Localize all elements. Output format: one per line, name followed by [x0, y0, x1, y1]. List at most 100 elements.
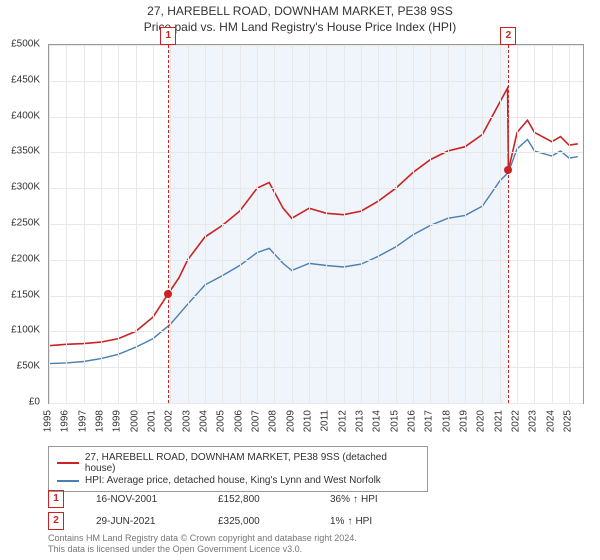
y-tick-label: £250K	[11, 218, 40, 229]
event-vline	[168, 45, 169, 403]
y-tick-label: £300K	[11, 182, 40, 193]
footer-line-1: Contains HM Land Registry data © Crown c…	[48, 533, 357, 545]
x-tick-label: 2023	[528, 410, 539, 432]
x-tick-label: 2002	[164, 410, 175, 432]
footer-attribution: Contains HM Land Registry data © Crown c…	[48, 533, 357, 556]
gridline-v	[49, 45, 50, 403]
x-tick-label: 2017	[424, 410, 435, 432]
x-tick-label: 2016	[407, 410, 418, 432]
event-price: £325,000	[218, 516, 298, 527]
x-tick-label: 2011	[320, 410, 331, 432]
y-tick-label: £500K	[11, 39, 40, 50]
gridline-v	[344, 45, 345, 403]
event-price: £152,800	[218, 494, 298, 505]
gridline-v	[378, 45, 379, 403]
footer-line-2: This data is licensed under the Open Gov…	[48, 544, 357, 556]
gridline-h	[49, 331, 583, 332]
event-marker-box: 1	[160, 27, 176, 45]
gridline-v	[361, 45, 362, 403]
x-tick-label: 1995	[43, 410, 54, 432]
gridline-v	[465, 45, 466, 403]
x-tick-label: 2021	[493, 410, 504, 432]
y-tick-label: £100K	[11, 325, 40, 336]
event-number-box: 2	[48, 512, 64, 530]
plot-area: 12	[48, 44, 584, 404]
x-tick-label: 2019	[459, 410, 470, 432]
gridline-v	[118, 45, 119, 403]
y-tick-label: £200K	[11, 253, 40, 264]
gridline-h	[49, 367, 583, 368]
x-tick-label: 2022	[511, 410, 522, 432]
gridline-v	[292, 45, 293, 403]
event-vline	[508, 45, 509, 403]
x-tick-label: 2008	[268, 410, 279, 432]
x-tick-label: 2024	[545, 410, 556, 432]
gridline-h	[49, 296, 583, 297]
event-delta: 36%↑HPI	[330, 494, 420, 505]
y-tick-label: £50K	[17, 361, 40, 372]
x-tick-label: 1996	[60, 410, 71, 432]
gridline-h	[49, 117, 583, 118]
x-tick-label: 2000	[129, 410, 140, 432]
x-tick-label: 2020	[476, 410, 487, 432]
gridline-v	[500, 45, 501, 403]
gridline-v	[153, 45, 154, 403]
event-date: 29-JUN-2021	[96, 516, 186, 527]
gridline-v	[188, 45, 189, 403]
gridline-v	[569, 45, 570, 403]
gridline-v	[101, 45, 102, 403]
x-tick-label: 2025	[563, 410, 574, 432]
x-tick-label: 2004	[199, 410, 210, 432]
x-tick-label: 1999	[112, 410, 123, 432]
gridline-v	[257, 45, 258, 403]
x-tick-label: 1998	[95, 410, 106, 432]
event-list: 116-NOV-2001£152,80036%↑HPI229-JUN-2021£…	[48, 490, 420, 534]
x-axis-labels: 1995199619971998199920002001200220032004…	[48, 406, 584, 446]
y-tick-label: £400K	[11, 110, 40, 121]
x-tick-label: 2018	[441, 410, 452, 432]
y-tick-label: £150K	[11, 289, 40, 300]
series-hpi	[49, 140, 578, 364]
y-tick-label: £0	[29, 397, 40, 408]
event-row: 2 29-JUN-2021 £325,000 1%↑HPI	[48, 512, 420, 530]
gridline-v	[84, 45, 85, 403]
gridline-v	[448, 45, 449, 403]
event-dot	[164, 290, 172, 298]
event-delta: 1%↑HPI	[330, 516, 420, 527]
gridline-v	[413, 45, 414, 403]
gridline-v	[534, 45, 535, 403]
gridline-v	[482, 45, 483, 403]
legend-swatch	[57, 462, 79, 464]
legend-row: HPI: Average price, detached house, King…	[57, 475, 419, 486]
gridline-v	[240, 45, 241, 403]
x-tick-label: 2005	[216, 410, 227, 432]
gridline-v	[552, 45, 553, 403]
x-tick-label: 2006	[233, 410, 244, 432]
gridline-v	[170, 45, 171, 403]
gridline-h	[49, 188, 583, 189]
y-axis-labels: £0£50K£100K£150K£200K£250K£300K£350K£400…	[0, 44, 44, 404]
event-marker-box: 2	[500, 27, 516, 45]
event-date: 16-NOV-2001	[96, 494, 186, 505]
y-tick-label: £450K	[11, 74, 40, 85]
gridline-v	[274, 45, 275, 403]
gridline-v	[517, 45, 518, 403]
chart-container: 27, HAREBELL ROAD, DOWNHAM MARKET, PE38 …	[0, 0, 600, 560]
x-tick-label: 2015	[389, 410, 400, 432]
event-dot	[504, 166, 512, 174]
legend-label: 27, HAREBELL ROAD, DOWNHAM MARKET, PE38 …	[85, 452, 419, 474]
gridline-v	[326, 45, 327, 403]
gridline-h	[49, 403, 583, 404]
x-tick-label: 2012	[337, 410, 348, 432]
x-tick-label: 2014	[372, 410, 383, 432]
x-tick-label: 1997	[77, 410, 88, 432]
gridline-v	[309, 45, 310, 403]
y-tick-label: £350K	[11, 146, 40, 157]
x-tick-label: 2010	[303, 410, 314, 432]
event-row: 116-NOV-2001£152,80036%↑HPI	[48, 490, 420, 508]
x-tick-label: 2013	[355, 410, 366, 432]
legend: 27, HAREBELL ROAD, DOWNHAM MARKET, PE38 …	[48, 446, 428, 492]
x-tick-label: 2009	[285, 410, 296, 432]
legend-row: 27, HAREBELL ROAD, DOWNHAM MARKET, PE38 …	[57, 452, 419, 474]
gridline-h	[49, 45, 583, 46]
